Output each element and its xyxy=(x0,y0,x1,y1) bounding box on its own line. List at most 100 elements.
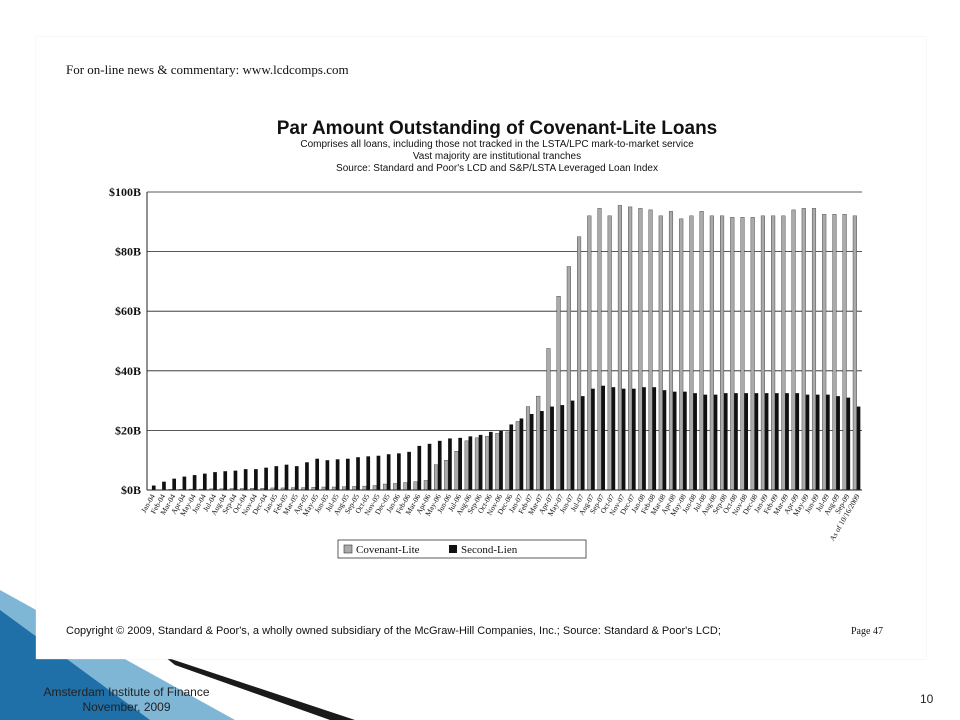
bar-second-lien xyxy=(785,393,789,490)
bar-second-lien xyxy=(642,387,646,490)
chart-title: Par Amount Outstanding of Covenant-Lite … xyxy=(277,118,718,139)
bar-second-lien xyxy=(723,393,728,490)
bar-second-lien xyxy=(826,394,830,490)
bar-covenant-lite xyxy=(423,480,428,491)
bar-covenant-lite xyxy=(720,215,725,491)
bar-covenant-lite xyxy=(434,464,439,491)
bar-covenant-lite xyxy=(485,436,490,491)
legend-swatch-covenant-lite xyxy=(343,544,353,554)
bar-covenant-lite xyxy=(730,217,735,491)
bar-second-lien xyxy=(182,476,187,490)
bar-covenant-lite xyxy=(536,395,541,491)
legend-swatch-second-lien xyxy=(449,545,457,553)
bar-second-lien xyxy=(305,462,309,490)
bar-second-lien xyxy=(233,470,238,490)
bar-second-lien xyxy=(478,434,483,490)
bar-second-lien xyxy=(488,431,493,490)
bar-second-lien xyxy=(683,391,687,490)
bar-second-lien xyxy=(192,475,197,490)
bar-second-lien xyxy=(407,451,411,490)
bar-covenant-lite xyxy=(791,209,796,491)
slide-number: 10 xyxy=(920,692,934,706)
bar-second-lien xyxy=(672,391,677,490)
bar-covenant-lite xyxy=(679,218,684,491)
bar-second-lien xyxy=(448,438,452,490)
bar-second-lien xyxy=(509,424,514,490)
bar-covenant-lite xyxy=(454,451,459,491)
footer-institution: Amsterdam Institute of Finance November,… xyxy=(34,685,219,715)
bar-second-lien xyxy=(254,469,258,490)
chart-subtitle-line-2: Vast majority are institutional tranches xyxy=(413,151,581,162)
bar-second-lien xyxy=(386,454,391,490)
bar-covenant-lite xyxy=(362,485,367,491)
bar-second-lien xyxy=(284,464,289,490)
bar-second-lien xyxy=(202,473,207,490)
bars-layer xyxy=(148,205,861,491)
bar-covenant-lite xyxy=(832,214,837,491)
bar-second-lien xyxy=(764,393,769,490)
chart-subtitle-line-3: Source: Standard and Poor's LCD and S&P/… xyxy=(336,163,658,174)
bar-second-lien xyxy=(744,393,749,490)
bar-covenant-lite xyxy=(556,296,561,491)
bar-second-lien xyxy=(734,393,738,490)
bar-second-lien xyxy=(601,385,606,490)
bar-second-lien xyxy=(795,393,800,490)
bar-covenant-lite xyxy=(577,236,582,491)
bar-second-lien xyxy=(540,411,544,490)
bar-second-lien xyxy=(621,388,626,490)
bar-covenant-lite xyxy=(372,485,377,491)
bar-covenant-lite xyxy=(668,211,674,491)
bar-covenant-lite xyxy=(771,215,776,491)
bar-second-lien xyxy=(856,406,861,490)
bar-second-lien xyxy=(580,396,585,490)
bar-covenant-lite xyxy=(658,215,663,491)
bar-covenant-lite xyxy=(822,214,827,491)
bar-covenant-lite xyxy=(352,486,357,491)
chart: Par Amount Outstanding of Covenant-Lite … xyxy=(109,118,862,559)
bar-second-lien xyxy=(631,388,636,490)
bar-second-lien xyxy=(774,393,779,490)
bar-covenant-lite xyxy=(811,208,817,491)
bar-second-lien xyxy=(519,418,524,490)
legend-box xyxy=(337,539,587,559)
bar-second-lien xyxy=(611,387,616,490)
bar-covenant-lite xyxy=(566,266,571,491)
bar-second-lien xyxy=(325,460,330,490)
bar-covenant-lite xyxy=(413,481,418,491)
bar-covenant-lite xyxy=(781,215,786,491)
copyright-text: Copyright © 2009, Standard & Poor's, a w… xyxy=(66,625,721,637)
bar-second-lien xyxy=(427,443,432,490)
decoration-black-stripe xyxy=(165,657,355,720)
bar-second-lien xyxy=(652,387,657,490)
bar-second-lien xyxy=(151,485,156,490)
bar-covenant-lite xyxy=(505,431,510,491)
legend: Covenant-Lite Second-Lien xyxy=(337,539,587,559)
footer-date: November, 2009 xyxy=(82,700,171,714)
bar-second-lien xyxy=(376,455,381,490)
bar-covenant-lite xyxy=(587,215,592,491)
bar-covenant-lite xyxy=(617,205,622,491)
bar-covenant-lite xyxy=(852,215,857,491)
bar-covenant-lite xyxy=(842,214,847,491)
bar-second-lien xyxy=(570,400,575,490)
bar-second-lien xyxy=(662,390,667,490)
bar-second-lien xyxy=(345,458,350,490)
bar-covenant-lite xyxy=(801,208,806,491)
bar-second-lien xyxy=(172,478,177,490)
bar-covenant-lite xyxy=(403,482,408,491)
bar-second-lien xyxy=(591,388,595,490)
bar-second-lien xyxy=(846,397,851,490)
bar-second-lien xyxy=(754,393,759,490)
y-tick-label: $80B xyxy=(115,245,141,259)
bar-second-lien xyxy=(805,394,810,490)
y-tick-label: $100B xyxy=(109,185,141,199)
bar-second-lien xyxy=(264,467,268,490)
header-link-text: For on-line news & commentary: www.lcdco… xyxy=(66,62,349,77)
y-tick-label: $60B xyxy=(115,304,141,318)
bar-covenant-lite xyxy=(464,440,469,491)
legend-label-second-lien: Second-Lien xyxy=(461,544,518,556)
bar-second-lien xyxy=(499,430,503,490)
bar-second-lien xyxy=(713,394,718,490)
bar-second-lien xyxy=(366,456,371,490)
bar-covenant-lite xyxy=(525,406,531,491)
